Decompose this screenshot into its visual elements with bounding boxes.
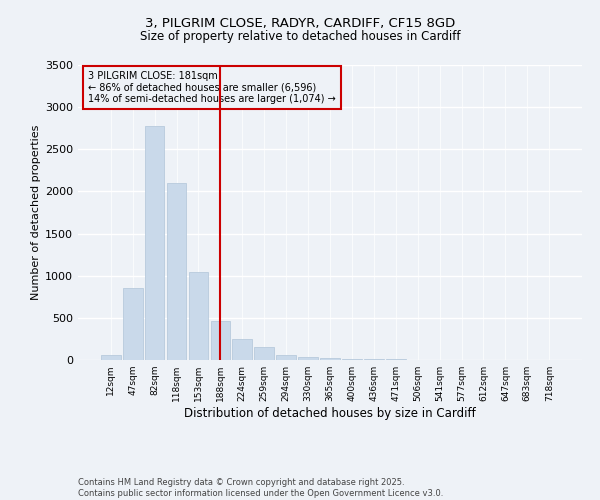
X-axis label: Distribution of detached houses by size in Cardiff: Distribution of detached houses by size … <box>184 407 476 420</box>
Bar <box>211 321 230 360</box>
Bar <box>342 358 362 360</box>
Bar <box>232 339 252 360</box>
Text: Size of property relative to detached houses in Cardiff: Size of property relative to detached ho… <box>140 30 460 43</box>
Bar <box>167 183 187 360</box>
Bar <box>123 288 143 360</box>
Text: Contains HM Land Registry data © Crown copyright and database right 2025.
Contai: Contains HM Land Registry data © Crown c… <box>78 478 443 498</box>
Bar <box>364 359 384 360</box>
Bar <box>254 348 274 360</box>
Y-axis label: Number of detached properties: Number of detached properties <box>31 125 41 300</box>
Bar <box>145 126 164 360</box>
Text: 3 PILGRIM CLOSE: 181sqm
← 86% of detached houses are smaller (6,596)
14% of semi: 3 PILGRIM CLOSE: 181sqm ← 86% of detache… <box>88 71 336 104</box>
Bar <box>276 354 296 360</box>
Bar <box>188 272 208 360</box>
Bar <box>101 354 121 360</box>
Text: 3, PILGRIM CLOSE, RADYR, CARDIFF, CF15 8GD: 3, PILGRIM CLOSE, RADYR, CARDIFF, CF15 8… <box>145 18 455 30</box>
Bar <box>320 358 340 360</box>
Bar <box>298 358 318 360</box>
